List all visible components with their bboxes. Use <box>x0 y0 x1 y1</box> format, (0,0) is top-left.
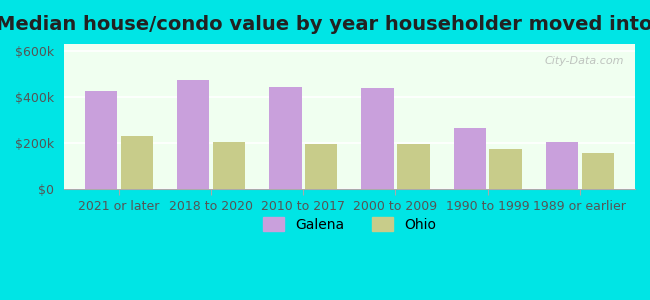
Bar <box>269 86 302 189</box>
Bar <box>85 91 117 189</box>
Bar <box>545 142 578 189</box>
Bar <box>489 149 522 189</box>
Bar <box>361 88 394 189</box>
Bar <box>121 136 153 189</box>
Bar <box>213 142 245 189</box>
Title: Median house/condo value by year householder moved into unit: Median house/condo value by year househo… <box>0 15 650 34</box>
Bar <box>306 144 337 189</box>
Bar <box>397 144 430 189</box>
Bar <box>177 80 209 189</box>
Bar <box>454 128 486 189</box>
Legend: Galena, Ohio: Galena, Ohio <box>257 212 441 237</box>
Bar <box>582 153 614 189</box>
Text: City-Data.com: City-Data.com <box>544 56 623 65</box>
